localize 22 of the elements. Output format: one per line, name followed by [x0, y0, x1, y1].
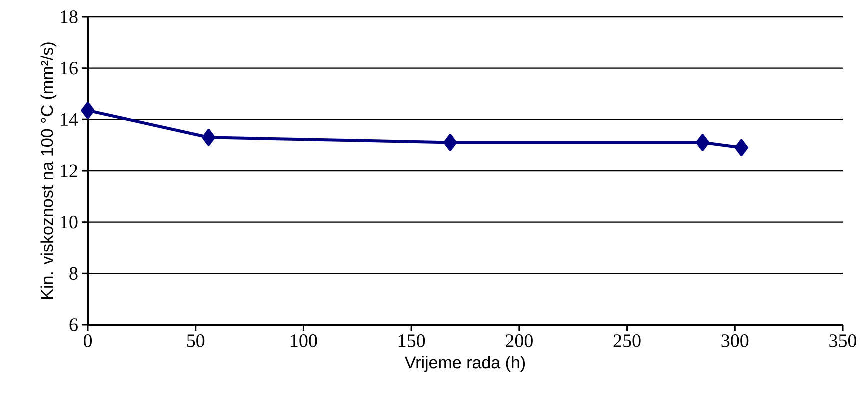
point [734, 139, 748, 156]
x-tick-label: 50 [187, 334, 205, 348]
x-tick-label: 300 [722, 334, 749, 348]
point [202, 129, 216, 146]
x-tick-label: 100 [291, 334, 318, 348]
x-axis-title: Vrijeme rada (h) [404, 356, 526, 372]
x-tick-label: 0 [84, 334, 92, 348]
x-tick-label: 250 [614, 334, 641, 348]
y-tick-label: 16 [61, 62, 78, 75]
y-axis-title: Kin. viskoznost na 100 °C (mm²/s) [40, 42, 57, 299]
x-tick-label: 350 [830, 334, 857, 348]
y-tick-label: 6 [70, 318, 78, 332]
y-tick-label: 10 [61, 216, 78, 229]
y-tick-label: 8 [70, 267, 78, 280]
y-tick-label: 18 [61, 10, 78, 24]
point [696, 134, 710, 152]
point [444, 134, 458, 152]
point [81, 102, 95, 120]
x-tick-label: 200 [506, 334, 533, 348]
x-tick-label: 150 [398, 334, 426, 348]
y-tick-label: 14 [61, 113, 78, 126]
y-tick-label: 12 [61, 164, 78, 178]
